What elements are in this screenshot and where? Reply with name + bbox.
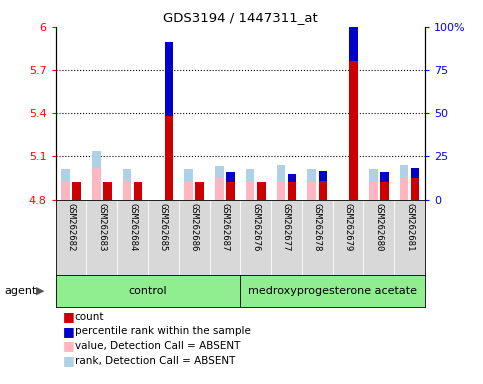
Text: ■: ■ bbox=[63, 325, 74, 338]
Text: percentile rank within the sample: percentile rank within the sample bbox=[75, 326, 251, 336]
Text: GSM262687: GSM262687 bbox=[220, 204, 229, 252]
Bar bbox=[165, 42, 173, 116]
Bar bbox=[257, 182, 266, 200]
Text: medroxyprogesterone acetate: medroxyprogesterone acetate bbox=[248, 286, 417, 296]
Text: agent: agent bbox=[5, 286, 37, 296]
Text: GSM262685: GSM262685 bbox=[159, 204, 168, 252]
Bar bbox=[226, 182, 235, 200]
Bar bbox=[215, 166, 224, 178]
Bar bbox=[123, 169, 131, 181]
Text: value, Detection Call = ABSENT: value, Detection Call = ABSENT bbox=[75, 341, 240, 351]
Text: count: count bbox=[75, 312, 104, 322]
Bar bbox=[134, 182, 142, 200]
Text: GSM262676: GSM262676 bbox=[251, 204, 260, 252]
Bar bbox=[288, 182, 297, 200]
Text: GSM262686: GSM262686 bbox=[190, 204, 199, 252]
Bar bbox=[369, 181, 378, 200]
Bar bbox=[92, 151, 100, 168]
Bar bbox=[277, 166, 285, 181]
Bar bbox=[318, 170, 327, 181]
Bar bbox=[61, 169, 70, 181]
Bar bbox=[411, 168, 420, 178]
Text: ■: ■ bbox=[63, 339, 74, 353]
Text: GSM262679: GSM262679 bbox=[343, 204, 353, 252]
Text: GSM262680: GSM262680 bbox=[374, 204, 384, 252]
Bar bbox=[400, 177, 409, 200]
Bar bbox=[195, 182, 204, 200]
Bar bbox=[215, 178, 224, 200]
Bar bbox=[103, 182, 112, 200]
Bar bbox=[411, 178, 420, 200]
Bar bbox=[349, 0, 358, 61]
Bar bbox=[349, 61, 358, 200]
Bar bbox=[246, 169, 255, 181]
Text: GSM262684: GSM262684 bbox=[128, 204, 137, 252]
Text: GSM262678: GSM262678 bbox=[313, 204, 322, 252]
Bar bbox=[72, 182, 81, 200]
Bar bbox=[277, 181, 285, 200]
Bar bbox=[307, 181, 316, 200]
Bar bbox=[380, 172, 389, 182]
Bar bbox=[61, 181, 70, 200]
Text: ▶: ▶ bbox=[36, 286, 45, 296]
Text: rank, Detection Call = ABSENT: rank, Detection Call = ABSENT bbox=[75, 356, 235, 366]
Bar bbox=[380, 182, 389, 200]
Bar bbox=[226, 172, 235, 182]
Text: GSM262677: GSM262677 bbox=[282, 204, 291, 252]
Bar bbox=[369, 169, 378, 181]
Text: ■: ■ bbox=[63, 310, 74, 323]
Text: GSM262683: GSM262683 bbox=[97, 204, 106, 252]
Bar bbox=[246, 181, 255, 200]
Bar bbox=[400, 164, 409, 177]
Bar bbox=[184, 169, 193, 181]
Bar bbox=[92, 168, 100, 200]
Bar bbox=[184, 181, 193, 200]
Bar bbox=[123, 181, 131, 200]
Bar bbox=[307, 169, 316, 181]
Text: control: control bbox=[128, 286, 167, 296]
Text: ■: ■ bbox=[63, 354, 74, 367]
Bar bbox=[288, 174, 297, 182]
Text: GSM262682: GSM262682 bbox=[67, 204, 75, 252]
Bar bbox=[165, 116, 173, 200]
Bar bbox=[318, 181, 327, 200]
Title: GDS3194 / 1447311_at: GDS3194 / 1447311_at bbox=[163, 11, 318, 24]
Text: GSM262681: GSM262681 bbox=[405, 204, 414, 252]
